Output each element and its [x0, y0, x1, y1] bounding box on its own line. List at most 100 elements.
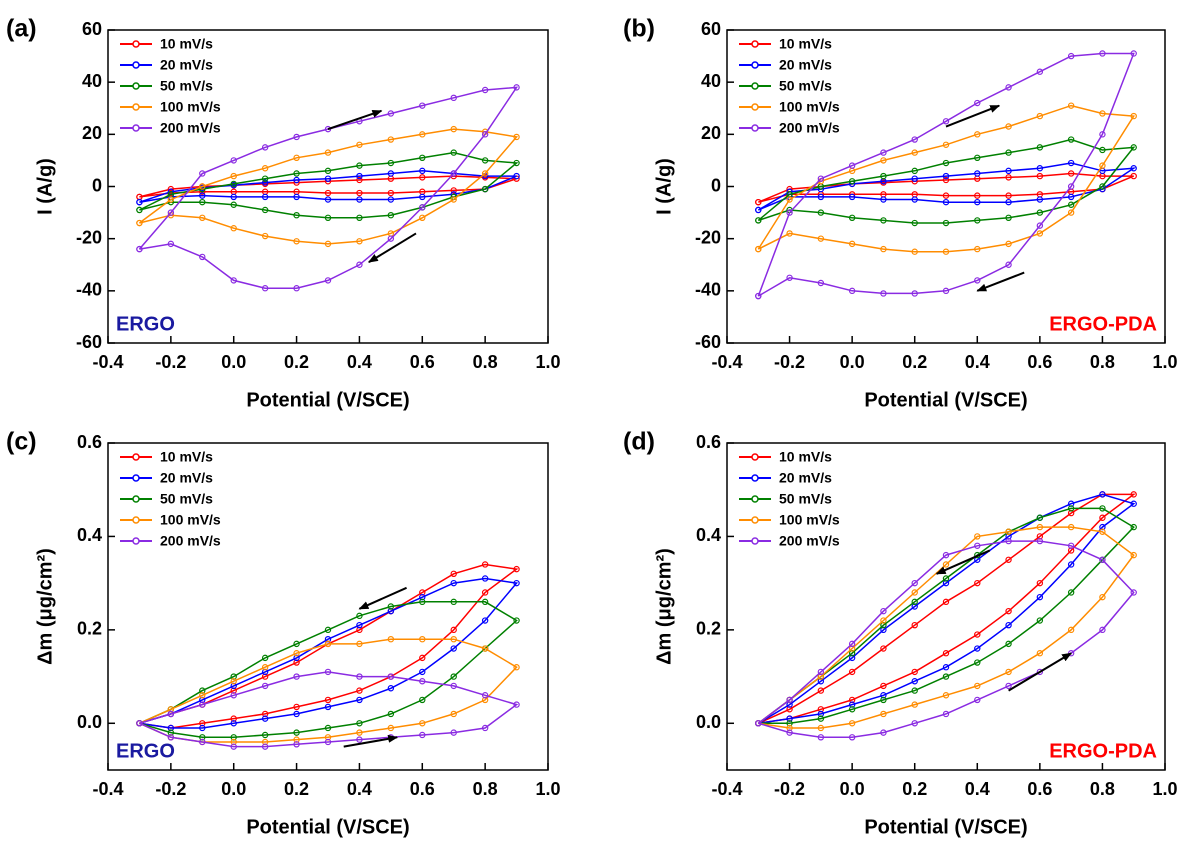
panel-label: (d) — [623, 428, 655, 456]
legend-marker — [751, 40, 759, 48]
series-line — [757, 52, 1135, 297]
data-point — [942, 176, 950, 184]
x-tick-label: -0.2 — [774, 779, 805, 799]
x-tick-label: 0.0 — [840, 352, 865, 372]
y-tick-label: -60 — [76, 332, 102, 352]
data-point — [324, 640, 332, 648]
y-tick-label: 60 — [82, 19, 102, 39]
data-point — [1036, 514, 1044, 521]
data-point — [324, 149, 332, 156]
data-point — [817, 668, 825, 676]
data-point — [136, 245, 143, 253]
data-point — [974, 645, 981, 652]
legend-label: 100 mV/s — [160, 99, 221, 115]
data-point — [419, 102, 426, 109]
data-point — [450, 570, 457, 578]
data-point — [942, 710, 950, 718]
data-point — [911, 290, 918, 297]
data-point — [817, 279, 825, 287]
data-point — [974, 131, 981, 138]
data-point — [1036, 209, 1044, 216]
data-point — [419, 636, 426, 643]
series-line — [757, 493, 1136, 725]
data-point — [848, 720, 856, 727]
data-point — [324, 703, 332, 711]
data-point — [419, 174, 426, 181]
legend-label: 10 mV/s — [160, 36, 213, 52]
data-point — [387, 110, 395, 117]
data-point — [230, 678, 237, 685]
legend-marker — [132, 124, 140, 132]
legend-marker — [751, 103, 759, 111]
x-tick-label: 0.6 — [1027, 779, 1052, 799]
y-tick-label: 40 — [82, 71, 102, 91]
data-point — [817, 687, 825, 694]
data-point — [513, 133, 520, 141]
data-point — [817, 734, 825, 741]
y-tick-label: 0.6 — [77, 432, 102, 452]
data-point — [513, 664, 520, 671]
data-point — [1036, 523, 1044, 531]
data-point — [755, 198, 762, 206]
data-point — [261, 232, 269, 240]
data-point — [1036, 537, 1044, 545]
legend-label: 50 mV/s — [160, 78, 213, 94]
x-tick-label: -0.2 — [774, 352, 805, 372]
data-point — [974, 192, 981, 199]
series-line — [757, 162, 1137, 211]
data-point — [1005, 261, 1012, 268]
data-point — [230, 720, 237, 727]
y-tick-label: -20 — [695, 227, 721, 247]
data-point — [974, 533, 981, 540]
data-point — [419, 731, 426, 739]
data-point — [755, 720, 762, 727]
y-tick-label: 0 — [92, 175, 102, 195]
data-point — [1099, 528, 1106, 535]
x-tick-label: -0.2 — [155, 352, 186, 372]
data-point — [419, 154, 426, 162]
data-point — [974, 170, 981, 177]
series-line — [139, 170, 517, 203]
legend-label: 50 mV/s — [160, 491, 213, 507]
data-point — [481, 724, 489, 732]
y-tick-label: 0 — [711, 175, 721, 195]
arrow — [327, 109, 383, 131]
data-point — [755, 245, 762, 253]
data-point — [261, 193, 269, 201]
data-point — [786, 696, 793, 704]
data-point — [261, 743, 269, 750]
data-point — [293, 285, 300, 292]
data-point — [324, 696, 332, 704]
data-point — [387, 159, 395, 167]
legend-label: 20 mV/s — [779, 470, 832, 486]
data-point — [786, 209, 793, 216]
data-point — [942, 650, 950, 657]
data-point — [387, 211, 395, 219]
legend-label: 10 mV/s — [779, 36, 832, 52]
data-point — [261, 175, 269, 182]
data-point — [1005, 149, 1012, 156]
x-tick-label: 0.4 — [347, 352, 372, 372]
data-point — [1005, 537, 1012, 545]
y-tick-label: 0.4 — [77, 525, 102, 545]
data-point — [199, 192, 206, 199]
data-point — [450, 710, 457, 718]
data-point — [356, 141, 363, 148]
data-point — [324, 724, 332, 732]
x-tick-label: 0.6 — [1027, 352, 1052, 372]
x-axis-label: Potential (V/SCE) — [246, 389, 409, 411]
data-point — [942, 248, 950, 255]
data-point — [1130, 172, 1137, 180]
data-point — [1036, 172, 1044, 180]
data-point — [974, 277, 981, 284]
data-point — [230, 692, 237, 699]
data-point — [261, 206, 269, 214]
legend-label: 20 mV/s — [160, 57, 213, 73]
arrow — [1008, 652, 1073, 692]
data-point — [1099, 162, 1106, 169]
data-point — [911, 579, 918, 587]
data-point — [481, 157, 489, 164]
legend-marker — [132, 495, 140, 503]
y-tick-label: -40 — [76, 280, 102, 300]
